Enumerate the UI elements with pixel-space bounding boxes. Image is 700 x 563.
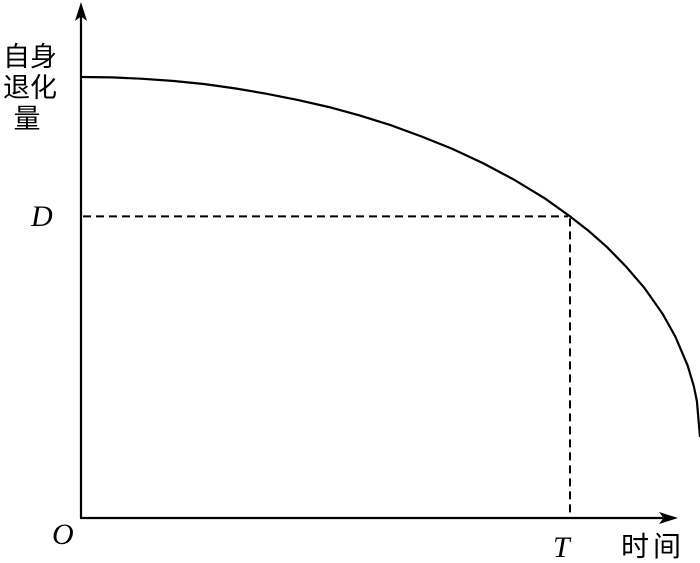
y-axis-label-line-3: 量 <box>13 104 41 134</box>
time-label-T: T <box>553 531 570 563</box>
x-axis-label: 时间 <box>621 532 686 563</box>
y-axis-label: 自身 退化 量 <box>3 42 57 135</box>
degradation-curve <box>80 75 700 437</box>
y-axis-arrowhead-icon <box>75 2 87 21</box>
level-label-D: D <box>31 200 53 233</box>
origin-label: O <box>52 518 74 551</box>
y-axis-label-line-2: 退化 <box>3 73 57 103</box>
x-axis-arrowhead-icon <box>659 512 678 524</box>
y-axis-label-line-1: 自身 <box>3 42 57 72</box>
